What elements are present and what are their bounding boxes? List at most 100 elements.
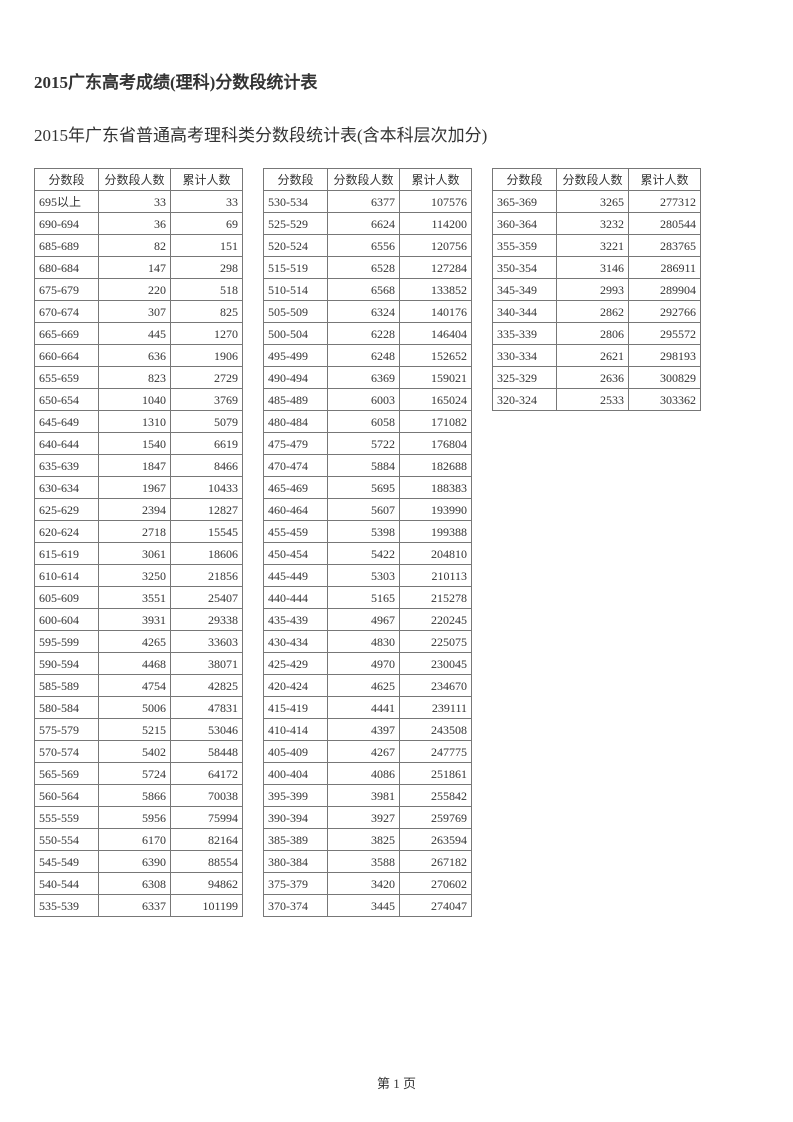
- cell-count: 5956: [99, 807, 171, 829]
- cell-cumulative: 280544: [629, 213, 701, 235]
- table-row: 365-3693265277312: [493, 191, 701, 213]
- table-row: 670-674307825: [35, 301, 243, 323]
- table-row: 400-4044086251861: [264, 763, 472, 785]
- table-row: 615-619306118606: [35, 543, 243, 565]
- cell-count: 33: [99, 191, 171, 213]
- cell-range: 675-679: [35, 279, 99, 301]
- cell-range: 495-499: [264, 345, 328, 367]
- cell-count: 2394: [99, 499, 171, 521]
- cell-cumulative: 47831: [171, 697, 243, 719]
- table-row: 495-4996248152652: [264, 345, 472, 367]
- table-row: 445-4495303210113: [264, 565, 472, 587]
- cell-cumulative: 12827: [171, 499, 243, 521]
- tables-row: 分数段 分数段人数 累计人数 695以上3333690-6943669685-6…: [34, 168, 759, 917]
- cell-cumulative: 298: [171, 257, 243, 279]
- cell-count: 3551: [99, 587, 171, 609]
- table-header-row: 分数段 分数段人数 累计人数: [493, 169, 701, 191]
- header-count: 分数段人数: [328, 169, 400, 191]
- table-row: 635-63918478466: [35, 455, 243, 477]
- cell-cumulative: 159021: [400, 367, 472, 389]
- cell-range: 330-334: [493, 345, 557, 367]
- cell-range: 420-424: [264, 675, 328, 697]
- cell-count: 2533: [557, 389, 629, 411]
- doc-title: 2015广东高考成绩(理科)分数段统计表: [34, 68, 759, 93]
- cell-cumulative: 825: [171, 301, 243, 323]
- cell-range: 520-524: [264, 235, 328, 257]
- cell-count: 2862: [557, 301, 629, 323]
- cell-count: 4397: [328, 719, 400, 741]
- cell-count: 1040: [99, 389, 171, 411]
- cell-cumulative: 25407: [171, 587, 243, 609]
- cell-range: 335-339: [493, 323, 557, 345]
- cell-cumulative: 171082: [400, 411, 472, 433]
- table-row: 655-6598232729: [35, 367, 243, 389]
- header-range: 分数段: [493, 169, 557, 191]
- cell-count: 5607: [328, 499, 400, 521]
- table-row: 480-4846058171082: [264, 411, 472, 433]
- cell-count: 5866: [99, 785, 171, 807]
- cell-range: 535-539: [35, 895, 99, 917]
- page: 2015广东高考成绩(理科)分数段统计表 2015年广东省普通高考理科类分数段统…: [0, 0, 793, 1122]
- cell-range: 605-609: [35, 587, 99, 609]
- cell-range: 550-554: [35, 829, 99, 851]
- cell-count: 4625: [328, 675, 400, 697]
- cell-range: 320-324: [493, 389, 557, 411]
- cell-range: 570-574: [35, 741, 99, 763]
- cell-count: 4267: [328, 741, 400, 763]
- table-row: 340-3442862292766: [493, 301, 701, 323]
- cell-range: 565-569: [35, 763, 99, 785]
- sub-title: 2015年广东省普通高考理科类分数段统计表(含本科层次加分): [34, 121, 759, 146]
- cell-range: 695以上: [35, 191, 99, 213]
- table-row: 610-614325021856: [35, 565, 243, 587]
- table-row: 375-3793420270602: [264, 873, 472, 895]
- cell-range: 415-419: [264, 697, 328, 719]
- cell-range: 500-504: [264, 323, 328, 345]
- cell-cumulative: 243508: [400, 719, 472, 741]
- table-body-1: 695以上3333690-6943669685-68982151680-6841…: [35, 191, 243, 917]
- cell-cumulative: 182688: [400, 455, 472, 477]
- cell-range: 640-644: [35, 433, 99, 455]
- table-row: 435-4394967220245: [264, 609, 472, 631]
- cell-count: 4086: [328, 763, 400, 785]
- cell-count: 3250: [99, 565, 171, 587]
- cell-count: 3588: [328, 851, 400, 873]
- table-row: 465-4695695188383: [264, 477, 472, 499]
- cell-cumulative: 247775: [400, 741, 472, 763]
- cell-count: 445: [99, 323, 171, 345]
- cell-cumulative: 140176: [400, 301, 472, 323]
- cell-cumulative: 70038: [171, 785, 243, 807]
- cell-cumulative: 53046: [171, 719, 243, 741]
- cell-cumulative: 263594: [400, 829, 472, 851]
- table-row: 385-3893825263594: [264, 829, 472, 851]
- table-row: 530-5346377107576: [264, 191, 472, 213]
- table-row: 590-594446838071: [35, 653, 243, 675]
- table-row: 370-3743445274047: [264, 895, 472, 917]
- cell-cumulative: 176804: [400, 433, 472, 455]
- cell-cumulative: 210113: [400, 565, 472, 587]
- cell-range: 610-614: [35, 565, 99, 587]
- cell-count: 3981: [328, 785, 400, 807]
- cell-cumulative: 274047: [400, 895, 472, 917]
- cell-count: 4967: [328, 609, 400, 631]
- cell-range: 585-589: [35, 675, 99, 697]
- cell-range: 650-654: [35, 389, 99, 411]
- cell-cumulative: 286911: [629, 257, 701, 279]
- cell-count: 4468: [99, 653, 171, 675]
- cell-range: 625-629: [35, 499, 99, 521]
- cell-count: 82: [99, 235, 171, 257]
- cell-range: 525-529: [264, 213, 328, 235]
- table-header-row: 分数段 分数段人数 累计人数: [264, 169, 472, 191]
- score-table-3: 分数段 分数段人数 累计人数 365-3693265277312360-3643…: [492, 168, 701, 411]
- table-row: 515-5196528127284: [264, 257, 472, 279]
- cell-range: 380-384: [264, 851, 328, 873]
- cell-cumulative: 33: [171, 191, 243, 213]
- table-row: 510-5146568133852: [264, 279, 472, 301]
- cell-range: 440-444: [264, 587, 328, 609]
- cell-cumulative: 204810: [400, 543, 472, 565]
- table-row: 595-599426533603: [35, 631, 243, 653]
- cell-cumulative: 8466: [171, 455, 243, 477]
- cell-cumulative: 10433: [171, 477, 243, 499]
- cell-range: 505-509: [264, 301, 328, 323]
- cell-cumulative: 1270: [171, 323, 243, 345]
- table-row: 545-549639088554: [35, 851, 243, 873]
